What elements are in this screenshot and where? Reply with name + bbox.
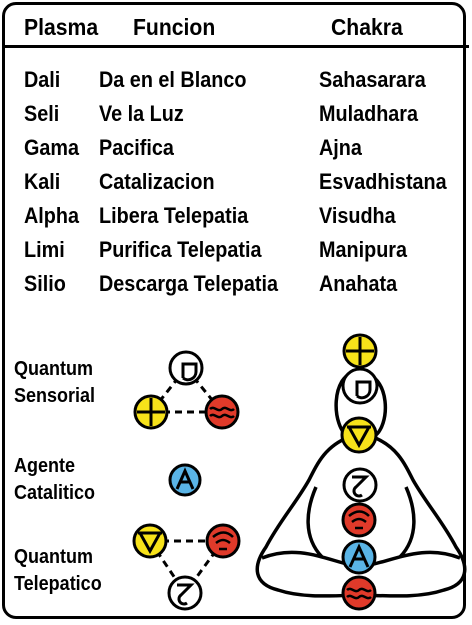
- limi-plasma-icon: [341, 502, 377, 538]
- header-funcion: Funcion: [133, 14, 216, 40]
- telepatico-red-icon: [205, 523, 241, 559]
- plasma-name: Gama: [24, 135, 80, 160]
- card-frame: [2, 2, 466, 619]
- telepatico-yellow-icon: [132, 523, 168, 559]
- function-text: Libera Telepatia: [99, 203, 249, 228]
- seli-plasma-icon: [341, 575, 377, 611]
- telepatico-white-icon: [167, 575, 203, 611]
- chakra-name: Esvadhistana: [319, 169, 447, 194]
- gama-plasma-icon: [340, 416, 378, 454]
- plasma-name: Alpha: [24, 203, 80, 228]
- plasma-name: Kali: [24, 169, 61, 194]
- table-row: Limi Purifica Telepatia Manipura: [0, 237, 472, 267]
- sensorial-white-icon: [168, 350, 204, 386]
- function-text: Da en el Blanco: [99, 67, 247, 92]
- table-row: Silio Descarga Telepatia Anahata: [0, 271, 472, 301]
- header-divider: [3, 45, 469, 48]
- alpha-plasma-icon: [341, 539, 377, 575]
- table-row: Gama Pacifica Ajna: [0, 135, 472, 165]
- dali-plasma-icon: [342, 333, 378, 369]
- chakra-name: Visudha: [319, 203, 396, 228]
- function-text: Purifica Telepatia: [99, 237, 262, 262]
- plasma-name: Dali: [24, 67, 61, 92]
- function-text: Pacifica: [99, 135, 174, 160]
- label-line: Sensorial: [14, 385, 96, 407]
- table-row: Seli Ve la Luz Muladhara: [0, 101, 472, 131]
- label-line: Catalitico: [14, 482, 96, 504]
- table-row: Dali Da en el Blanco Sahasarara: [0, 67, 472, 97]
- table-row: Kali Catalizacion Esvadhistana: [0, 169, 472, 199]
- table-row: Alpha Libera Telepatia Visudha: [0, 203, 472, 233]
- chakra-name: Manipura: [319, 237, 408, 262]
- label-line: Quantum: [14, 358, 94, 380]
- header-chakra: Chakra: [331, 14, 403, 40]
- label-quantum-sensorial: Quantum Sensorial: [14, 356, 95, 410]
- quantum-sensorial-triangle: [149, 367, 224, 414]
- chakra-name: Sahasarara: [319, 67, 426, 92]
- sensorial-red-icon: [204, 394, 240, 430]
- label-line: Agente: [14, 455, 76, 477]
- function-text: Catalizacion: [99, 169, 215, 194]
- label-quantum-telepatico: Quantum Telepatico: [14, 544, 102, 598]
- catalitico-blue-icon: [168, 463, 202, 497]
- function-text: Descarga Telepatia: [99, 271, 279, 296]
- header-plasma: Plasma: [24, 14, 99, 40]
- chakra-name: Muladhara: [319, 101, 419, 126]
- chakra-name: Ajna: [319, 135, 362, 160]
- function-text: Ve la Luz: [99, 101, 184, 126]
- alpha-head-icon: [341, 367, 379, 405]
- label-line: Telepatico: [14, 573, 102, 595]
- chakra-name: Anahata: [319, 271, 398, 296]
- plasma-name: Silio: [24, 271, 66, 296]
- plasma-name: Seli: [24, 101, 60, 126]
- swirl-plasma-icon: [342, 467, 378, 503]
- sensorial-yellow-icon: [133, 394, 169, 430]
- plasma-name: Limi: [24, 237, 65, 262]
- label-agente-catalitico: Agente Catalitico: [14, 453, 95, 507]
- label-line: Quantum: [14, 546, 94, 568]
